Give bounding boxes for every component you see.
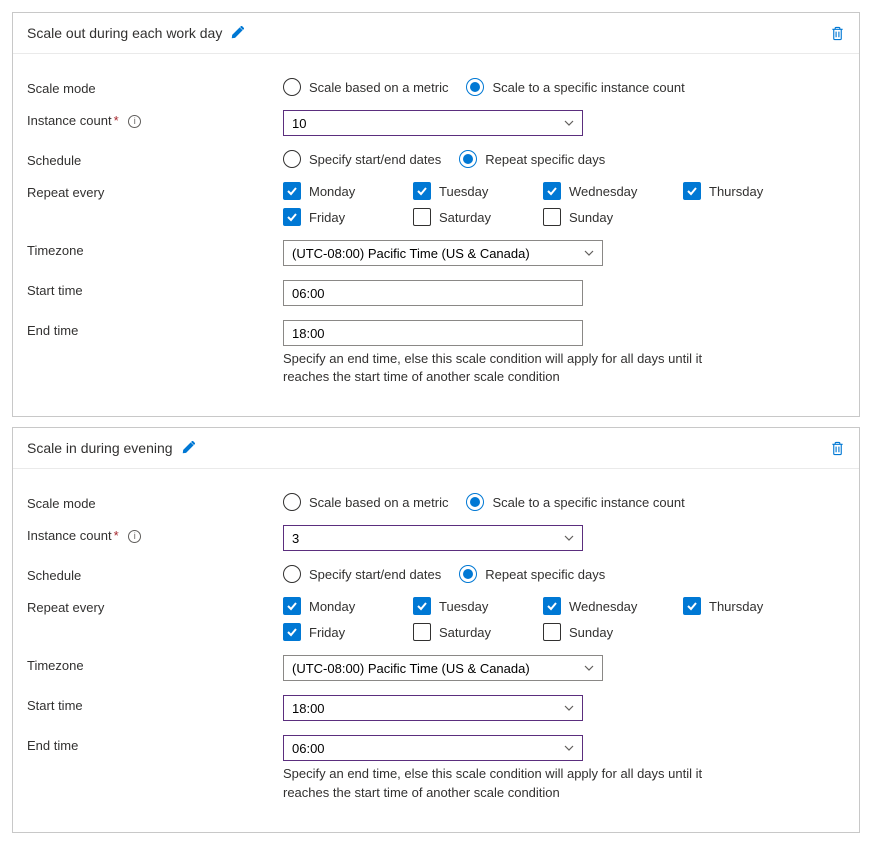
checkbox-label: Thursday (709, 184, 763, 199)
radio-scale-specific[interactable]: Scale to a specific instance count (466, 78, 684, 96)
checkbox-sunday[interactable]: Sunday (543, 623, 683, 641)
end-time-help-text: Specify an end time, else this scale con… (283, 350, 743, 386)
repeat-every-label: Repeat every (27, 182, 283, 200)
checkbox-friday[interactable]: Friday (283, 623, 413, 641)
radio-label: Specify start/end dates (309, 152, 441, 167)
checkbox-label: Tuesday (439, 599, 488, 614)
radio-scale-metric[interactable]: Scale based on a metric (283, 78, 448, 96)
checkbox-label: Wednesday (569, 184, 637, 199)
delete-icon[interactable] (830, 26, 845, 41)
timezone-label: Timezone (27, 655, 283, 673)
checkbox-saturday[interactable]: Saturday (413, 208, 543, 226)
timezone-select[interactable] (283, 240, 603, 266)
end-time-label: End time (27, 735, 283, 753)
radio-repeat-days[interactable]: Repeat specific days (459, 565, 605, 583)
radio-label: Repeat specific days (485, 567, 605, 582)
checkbox-label: Friday (309, 210, 345, 225)
panel-body: Scale mode Scale based on a metric Scale… (13, 54, 859, 416)
checkbox-tuesday[interactable]: Tuesday (413, 597, 543, 615)
scale-condition-panel: Scale in during evening Scale mode Scale… (12, 427, 860, 832)
checkbox-label: Sunday (569, 210, 613, 225)
checkbox-label: Saturday (439, 625, 491, 640)
scale-mode-label: Scale mode (27, 78, 283, 96)
edit-icon[interactable] (181, 441, 195, 455)
radio-label: Scale to a specific instance count (492, 495, 684, 510)
checkbox-label: Monday (309, 184, 355, 199)
checkbox-label: Sunday (569, 625, 613, 640)
timezone-select[interactable] (283, 655, 603, 681)
checkbox-label: Friday (309, 625, 345, 640)
radio-specify-dates[interactable]: Specify start/end dates (283, 150, 441, 168)
radio-repeat-days[interactable]: Repeat specific days (459, 150, 605, 168)
timezone-label: Timezone (27, 240, 283, 258)
end-time-input[interactable] (283, 735, 583, 761)
checkbox-wednesday[interactable]: Wednesday (543, 182, 683, 200)
checkbox-tuesday[interactable]: Tuesday (413, 182, 543, 200)
radio-label: Repeat specific days (485, 152, 605, 167)
edit-icon[interactable] (230, 26, 244, 40)
checkbox-label: Thursday (709, 599, 763, 614)
radio-specify-dates[interactable]: Specify start/end dates (283, 565, 441, 583)
schedule-radio-group: Specify start/end dates Repeat specific … (283, 150, 845, 168)
end-time-input[interactable] (283, 320, 583, 346)
checkbox-saturday[interactable]: Saturday (413, 623, 543, 641)
radio-label: Specify start/end dates (309, 567, 441, 582)
radio-label: Scale based on a metric (309, 495, 448, 510)
info-icon[interactable]: i (128, 115, 141, 128)
day-checkbox-grid: Monday Tuesday Wednesday Thursday Friday… (283, 597, 845, 641)
checkbox-thursday[interactable]: Thursday (683, 182, 813, 200)
schedule-radio-group: Specify start/end dates Repeat specific … (283, 565, 845, 583)
scale-condition-panel: Scale out during each work day Scale mod… (12, 12, 860, 417)
day-checkbox-grid: Monday Tuesday Wednesday Thursday Friday… (283, 182, 845, 226)
panel-header: Scale in during evening (13, 428, 859, 469)
panel-body: Scale mode Scale based on a metric Scale… (13, 469, 859, 831)
radio-label: Scale based on a metric (309, 80, 448, 95)
checkbox-monday[interactable]: Monday (283, 182, 413, 200)
checkbox-friday[interactable]: Friday (283, 208, 413, 226)
info-icon[interactable]: i (128, 530, 141, 543)
checkbox-label: Monday (309, 599, 355, 614)
radio-label: Scale to a specific instance count (492, 80, 684, 95)
schedule-label: Schedule (27, 150, 283, 168)
end-time-help-text: Specify an end time, else this scale con… (283, 765, 743, 801)
checkbox-sunday[interactable]: Sunday (543, 208, 683, 226)
start-time-label: Start time (27, 695, 283, 713)
checkbox-label: Wednesday (569, 599, 637, 614)
checkbox-monday[interactable]: Monday (283, 597, 413, 615)
panel-header: Scale out during each work day (13, 13, 859, 54)
scale-mode-radio-group: Scale based on a metric Scale to a speci… (283, 493, 845, 511)
schedule-label: Schedule (27, 565, 283, 583)
checkbox-thursday[interactable]: Thursday (683, 597, 813, 615)
panel-title: Scale in during evening (27, 440, 173, 456)
end-time-label: End time (27, 320, 283, 338)
instance-count-input[interactable] (283, 110, 583, 136)
instance-count-label: Instance count* i (27, 110, 283, 128)
instance-count-label: Instance count* i (27, 525, 283, 543)
start-time-label: Start time (27, 280, 283, 298)
delete-icon[interactable] (830, 441, 845, 456)
start-time-input[interactable] (283, 280, 583, 306)
scale-mode-label: Scale mode (27, 493, 283, 511)
start-time-input[interactable] (283, 695, 583, 721)
panel-title: Scale out during each work day (27, 25, 222, 41)
radio-scale-specific[interactable]: Scale to a specific instance count (466, 493, 684, 511)
checkbox-label: Saturday (439, 210, 491, 225)
radio-scale-metric[interactable]: Scale based on a metric (283, 493, 448, 511)
repeat-every-label: Repeat every (27, 597, 283, 615)
scale-mode-radio-group: Scale based on a metric Scale to a speci… (283, 78, 845, 96)
checkbox-wednesday[interactable]: Wednesday (543, 597, 683, 615)
checkbox-label: Tuesday (439, 184, 488, 199)
instance-count-input[interactable] (283, 525, 583, 551)
